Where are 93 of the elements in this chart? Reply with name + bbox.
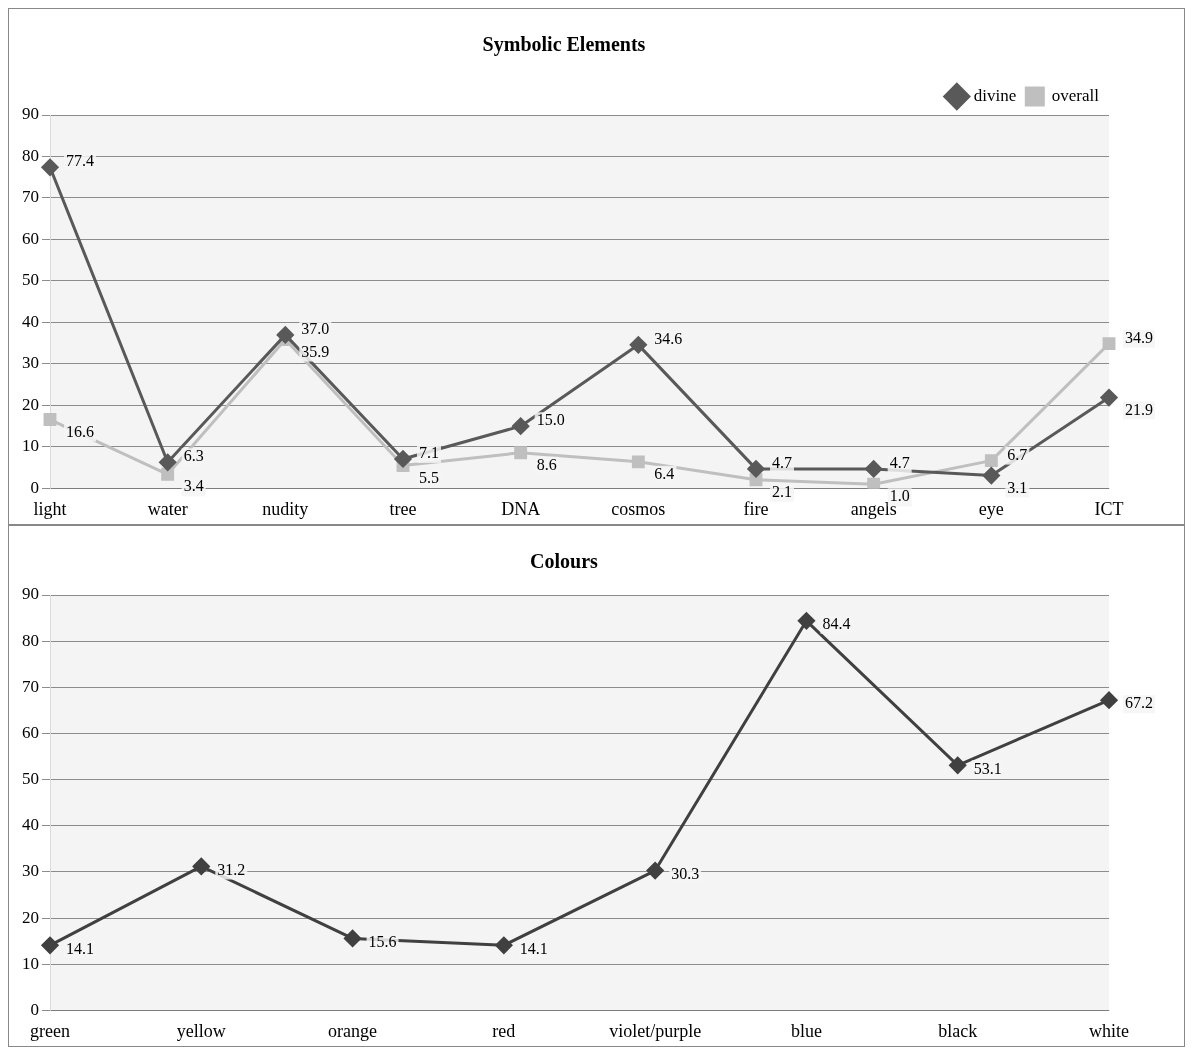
x-tick-label: ICT (1094, 498, 1124, 519)
legend-label: overall (1051, 85, 1100, 105)
point (865, 460, 883, 478)
data-label: 67.2 (1125, 694, 1153, 712)
data-label: 15.0 (536, 411, 565, 429)
x-tick-label: fire (743, 498, 769, 519)
point (631, 455, 645, 469)
point (41, 936, 59, 954)
y-tick-label: 80 (22, 145, 39, 165)
x-tick-label: black (938, 1020, 978, 1041)
x-tick-label: eye (978, 498, 1004, 519)
point (747, 460, 765, 478)
data-label: 5.5 (419, 468, 439, 486)
y-tick-label: 20 (22, 907, 39, 927)
point (867, 477, 881, 489)
y-tick-label: 90 (22, 584, 39, 604)
point (41, 158, 59, 176)
data-label: 21.9 (1125, 400, 1153, 418)
data-label: 53.1 (973, 759, 1002, 777)
data-label: 77.4 (66, 152, 94, 170)
data-label: 14.1 (519, 939, 548, 957)
x-tick-label: yellow (176, 1020, 226, 1041)
data-label: 8.6 (536, 455, 557, 473)
y-tick-label: 10 (22, 953, 39, 973)
x-tick-label: orange (328, 1020, 378, 1041)
x-tick-label: blue (790, 1020, 822, 1041)
data-label: 30.3 (671, 864, 700, 882)
data-label: 6.3 (183, 447, 204, 465)
x-tick-label: DNA (501, 498, 541, 519)
data-label: 31.2 (217, 860, 246, 878)
data-label: 16.6 (66, 422, 94, 440)
x-tick-label: violet/purple (609, 1020, 702, 1041)
point (161, 467, 175, 481)
x-tick-label: green (30, 1020, 70, 1041)
point (949, 756, 967, 774)
data-label: 4.7 (772, 454, 792, 472)
chart-title: Symbolic Elements (482, 33, 646, 57)
data-label: 4.7 (889, 454, 910, 472)
chart-title: Colours (530, 550, 599, 573)
data-label: 15.6 (368, 932, 397, 950)
point (159, 453, 177, 471)
y-tick-label: 80 (22, 630, 39, 650)
data-label: 84.4 (822, 615, 851, 633)
data-label: 3.4 (183, 477, 204, 495)
point (984, 454, 998, 468)
legend-label: divine (973, 85, 1017, 105)
x-tick-label: water (147, 498, 188, 519)
data-label: 3.1 (1007, 478, 1028, 496)
data-label: 34.9 (1125, 328, 1153, 346)
y-tick-label: 50 (22, 769, 39, 789)
y-tick-label: 40 (22, 311, 39, 331)
x-tick-label: nudity (262, 498, 309, 519)
point (512, 417, 530, 435)
point (276, 326, 294, 344)
y-tick-label: 0 (30, 999, 39, 1019)
data-label: 14.1 (66, 939, 94, 957)
y-tick-label: 90 (22, 104, 39, 124)
x-tick-label: cosmos (611, 498, 666, 519)
x-tick-label: light (33, 498, 67, 519)
point (1100, 389, 1118, 407)
data-label: 6.4 (654, 465, 675, 483)
point (43, 413, 57, 426)
point (629, 336, 647, 354)
data-label: 34.6 (654, 330, 683, 348)
y-tick-label: 40 (22, 815, 39, 835)
data-label: 7.1 (419, 444, 439, 462)
data-label: 37.0 (301, 320, 330, 338)
point (646, 862, 664, 880)
point (982, 467, 1000, 485)
y-tick-label: 70 (22, 676, 39, 696)
x-tick-label: tree (389, 498, 417, 519)
y-tick-label: 0 (30, 477, 39, 497)
x-tick-label: red (492, 1020, 516, 1041)
y-tick-label: 60 (22, 228, 39, 248)
y-tick-label: 20 (22, 394, 39, 414)
point (495, 936, 513, 954)
point (394, 450, 412, 468)
y-tick-label: 60 (22, 722, 39, 742)
point (1102, 337, 1116, 351)
point (344, 929, 362, 947)
data-label: 35.9 (301, 342, 330, 360)
y-tick-label: 70 (22, 187, 39, 207)
y-tick-label: 30 (22, 353, 39, 373)
point (514, 446, 528, 460)
y-tick-label: 10 (22, 436, 39, 456)
point (797, 612, 815, 630)
point (192, 857, 210, 875)
data-label: 6.7 (1007, 445, 1028, 463)
x-tick-label: white (1089, 1020, 1129, 1041)
y-tick-label: 30 (22, 861, 39, 881)
data-label: 2.1 (772, 482, 792, 500)
point (1100, 691, 1118, 709)
y-tick-label: 50 (22, 270, 39, 290)
